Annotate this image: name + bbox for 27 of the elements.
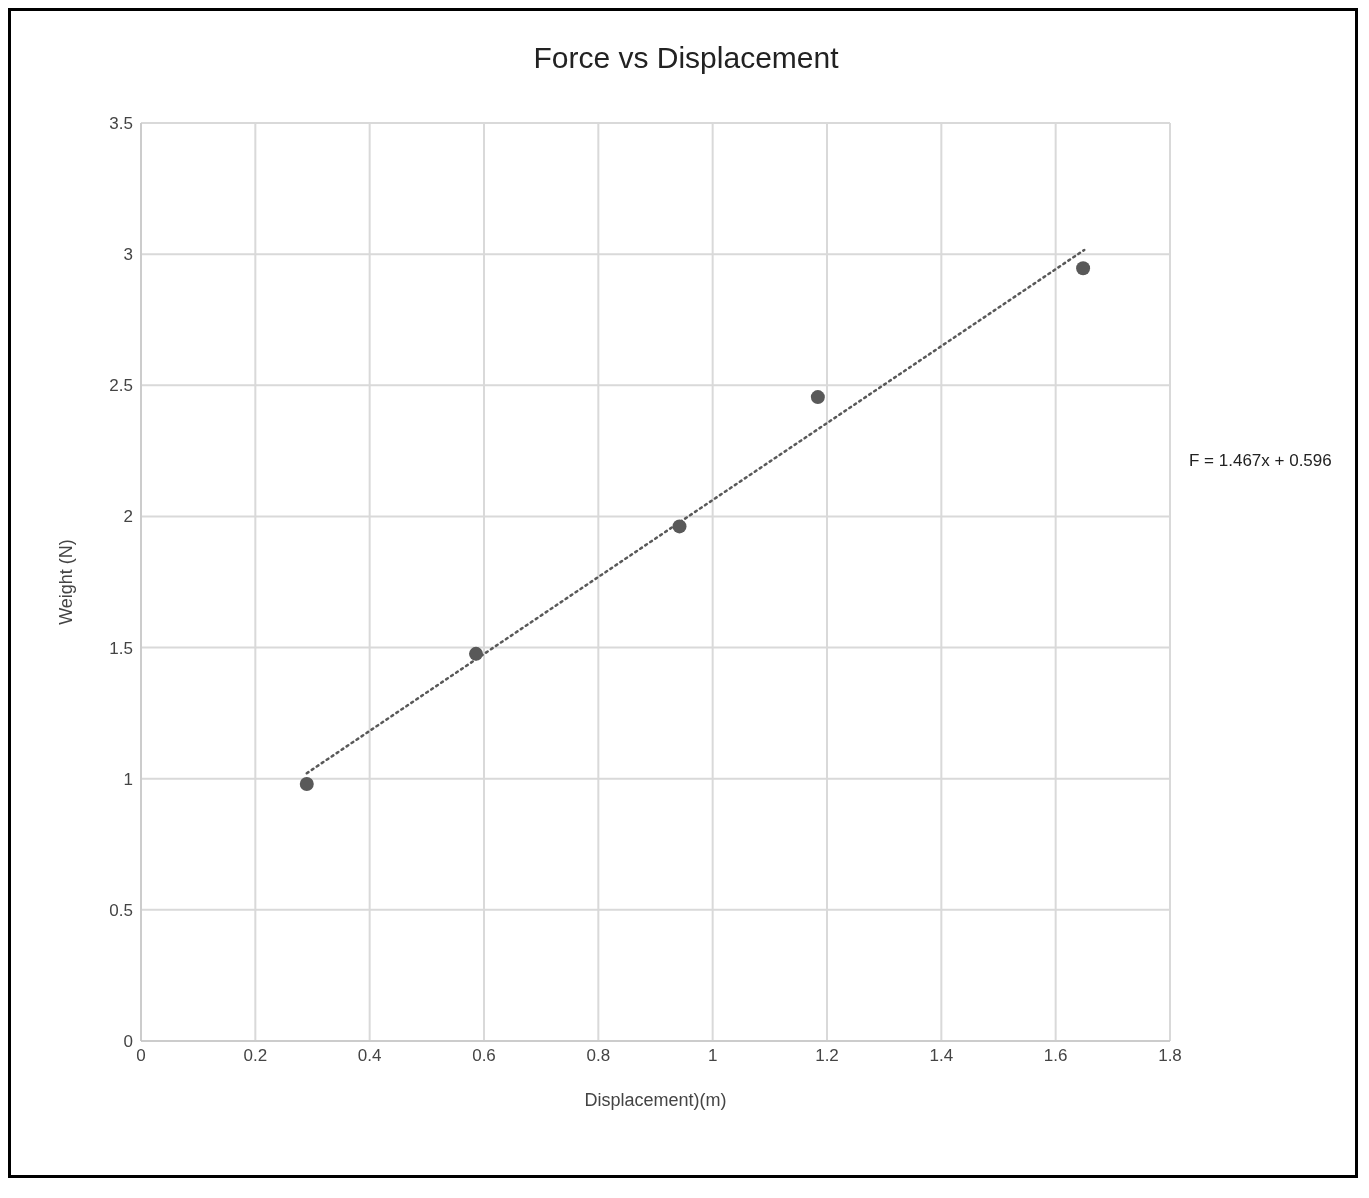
x-tick-label: 0.8 [586, 1046, 611, 1066]
y-tick-label: 2.5 [109, 376, 133, 396]
point [469, 646, 483, 661]
x-tick-label: 1.4 [929, 1046, 954, 1066]
x-axis-title: Displacement)(m) [584, 1090, 727, 1110]
y-tick-label: 3 [123, 245, 133, 265]
chart-title: Force vs Displacement [532, 41, 840, 75]
y-tick-label: 3.5 [109, 114, 133, 134]
x-tick-label: 1.2 [815, 1046, 839, 1066]
y-tick-label: 2 [123, 507, 133, 527]
point [672, 519, 687, 534]
y-tick-label: 0 [123, 1032, 133, 1052]
x-tick-label: 1.8 [1158, 1046, 1182, 1066]
y-tick-label: 1 [123, 769, 133, 789]
y-axis-title: Weight (N) [56, 539, 77, 625]
point [299, 776, 314, 791]
x-tick-label: 1.6 [1043, 1046, 1068, 1066]
point [810, 390, 825, 405]
x-tick-label: 0.6 [472, 1046, 496, 1066]
x-tick-label: 0.4 [357, 1046, 382, 1066]
point [1076, 261, 1091, 276]
y-tick-label: 1.5 [109, 638, 133, 658]
text: F = 1.467x + 0.596 [1189, 451, 1332, 471]
x-tick-label: 1 [707, 1046, 718, 1066]
x-tick-label: 0.2 [243, 1046, 268, 1066]
y-tick-label: 0.5 [109, 900, 133, 920]
x-tick-label: 0 [136, 1046, 146, 1066]
